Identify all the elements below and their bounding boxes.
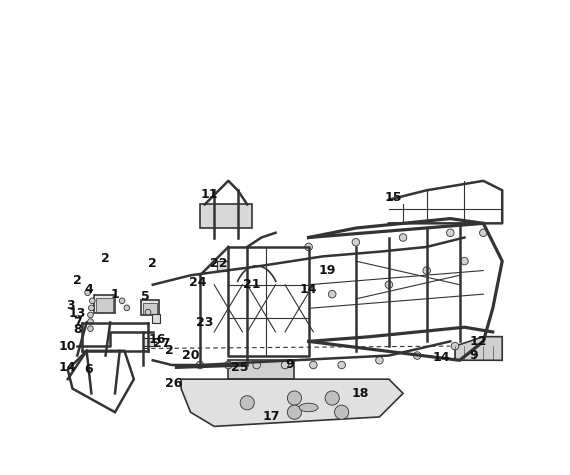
Text: 14: 14: [59, 361, 76, 374]
Circle shape: [119, 298, 125, 304]
Circle shape: [352, 238, 360, 246]
Text: 15: 15: [385, 191, 402, 204]
Text: 6: 6: [85, 363, 93, 376]
Circle shape: [451, 342, 459, 350]
Circle shape: [281, 361, 289, 369]
Text: 2: 2: [165, 344, 174, 357]
Circle shape: [85, 290, 91, 295]
Text: 10: 10: [59, 340, 76, 352]
Circle shape: [196, 361, 204, 369]
Circle shape: [124, 305, 129, 311]
Circle shape: [376, 357, 383, 364]
Circle shape: [461, 257, 468, 265]
Circle shape: [145, 309, 151, 315]
Text: 12: 12: [470, 335, 487, 348]
Text: 5: 5: [141, 290, 150, 303]
Polygon shape: [181, 379, 403, 427]
Text: 2: 2: [73, 274, 82, 286]
FancyBboxPatch shape: [152, 314, 160, 323]
Text: 8: 8: [73, 323, 82, 336]
Circle shape: [240, 396, 254, 410]
Circle shape: [328, 290, 336, 298]
FancyBboxPatch shape: [143, 303, 157, 314]
Circle shape: [338, 361, 345, 369]
Circle shape: [88, 326, 93, 332]
Text: 20: 20: [182, 349, 200, 362]
Circle shape: [287, 391, 302, 405]
Circle shape: [310, 361, 317, 369]
Text: 24: 24: [189, 276, 206, 289]
Circle shape: [287, 405, 302, 419]
Text: 7: 7: [73, 316, 82, 329]
Text: 21: 21: [243, 278, 260, 291]
Circle shape: [88, 312, 93, 318]
Ellipse shape: [299, 403, 318, 412]
Circle shape: [88, 305, 94, 311]
Polygon shape: [200, 204, 252, 228]
Text: 26: 26: [165, 378, 183, 390]
Circle shape: [225, 361, 232, 369]
Text: 2: 2: [101, 252, 110, 265]
Circle shape: [305, 243, 312, 251]
Text: 25: 25: [231, 361, 249, 374]
Circle shape: [385, 281, 393, 288]
Text: 23: 23: [196, 316, 213, 329]
Circle shape: [88, 319, 93, 324]
Circle shape: [335, 405, 349, 419]
Text: 27: 27: [153, 337, 171, 350]
Circle shape: [399, 234, 407, 241]
FancyBboxPatch shape: [217, 261, 229, 271]
Text: 2: 2: [148, 257, 157, 270]
Text: 16: 16: [149, 332, 166, 345]
Polygon shape: [455, 337, 502, 360]
Text: 4: 4: [85, 283, 93, 296]
Text: 14: 14: [300, 283, 317, 296]
Circle shape: [423, 267, 430, 275]
Circle shape: [89, 298, 95, 304]
Text: 19: 19: [319, 264, 336, 277]
Text: 17: 17: [262, 410, 279, 423]
Circle shape: [325, 391, 339, 405]
Text: 1: 1: [111, 288, 119, 301]
Circle shape: [446, 229, 454, 237]
Text: 13: 13: [68, 306, 86, 320]
Text: 14: 14: [432, 352, 450, 364]
Text: 9: 9: [470, 349, 478, 362]
FancyBboxPatch shape: [143, 338, 154, 346]
Polygon shape: [229, 360, 295, 379]
FancyBboxPatch shape: [96, 298, 113, 312]
Text: 18: 18: [352, 387, 369, 400]
Text: 22: 22: [210, 257, 227, 270]
FancyBboxPatch shape: [141, 300, 159, 315]
Circle shape: [479, 229, 487, 237]
FancyBboxPatch shape: [93, 295, 115, 313]
Circle shape: [253, 361, 260, 369]
Circle shape: [413, 352, 421, 359]
Text: 11: 11: [201, 189, 218, 201]
Text: 9: 9: [286, 359, 294, 371]
Text: 3: 3: [66, 299, 75, 313]
